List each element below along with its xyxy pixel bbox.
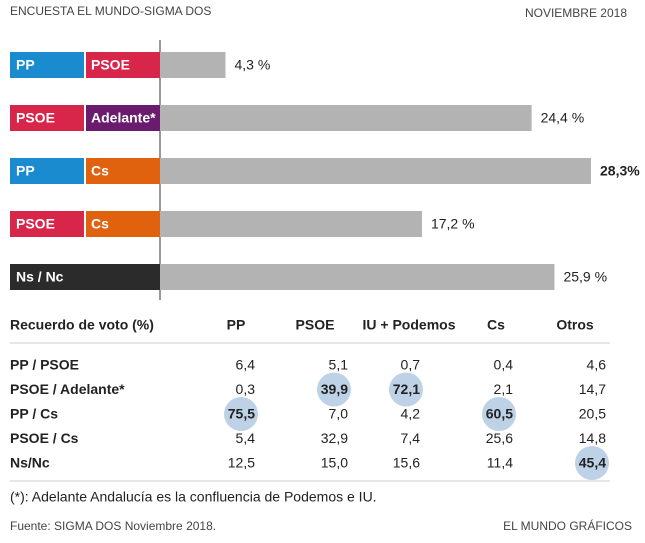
column-header: Recuerdo de voto (%) — [10, 317, 154, 333]
highlight-circle — [389, 372, 423, 407]
category-label: Ns / Nc — [16, 269, 64, 285]
row-label: PSOE / Adelante* — [10, 381, 125, 397]
category-box — [86, 52, 160, 78]
date: NOVIEMBRE 2018 — [525, 6, 627, 20]
category-box — [10, 264, 160, 290]
cell: 20,5 — [579, 406, 606, 422]
highlight-circle — [317, 372, 351, 407]
category-box — [86, 211, 160, 237]
bar — [160, 105, 532, 131]
cell: 0,7 — [401, 357, 421, 373]
category-label: PSOE — [16, 110, 55, 126]
bar — [160, 211, 422, 237]
cell: 32,9 — [321, 430, 348, 446]
column-header: Cs — [487, 317, 505, 333]
source: Fuente: SIGMA DOS Noviembre 2018. — [10, 519, 216, 533]
category-box — [86, 158, 160, 184]
cell: 25,6 — [486, 430, 513, 446]
cell: 39,9 — [321, 381, 348, 397]
cell: 4,6 — [587, 357, 607, 373]
column-header: PSOE — [296, 317, 335, 333]
bar — [160, 264, 555, 290]
credit: EL MUNDO GRÁFICOS — [503, 518, 632, 533]
category-box — [10, 211, 84, 237]
cell: 60,5 — [486, 406, 513, 422]
category-box — [10, 105, 84, 131]
value-label: 4,3 % — [234, 57, 270, 73]
row-label: PP / PSOE — [10, 357, 79, 373]
cell: 7,0 — [329, 406, 349, 422]
cell: 12,5 — [228, 455, 255, 471]
cell: 14,8 — [579, 430, 606, 446]
highlight-circle — [224, 397, 258, 431]
cell: 0,4 — [494, 357, 514, 373]
category-label: Cs — [91, 163, 109, 179]
cell: 45,4 — [579, 455, 606, 471]
cell: 7,4 — [401, 430, 421, 446]
highlight-circle — [482, 397, 516, 431]
row-label: Ns/Nc — [10, 455, 50, 471]
column-header: IU + Podemos — [363, 317, 456, 333]
category-label: PSOE — [91, 57, 130, 73]
highlight-circle — [575, 446, 609, 480]
column-header: PP — [227, 317, 246, 333]
cell: 4,2 — [401, 406, 421, 422]
category-label: Cs — [91, 216, 109, 232]
cell: 14,7 — [579, 381, 606, 397]
cell: 5,1 — [329, 357, 349, 373]
cell: 75,5 — [228, 406, 255, 422]
category-label: PSOE — [16, 216, 55, 232]
cell: 2,1 — [494, 381, 514, 397]
row-label: PSOE / Cs — [10, 430, 79, 446]
value-label: 28,3% — [600, 163, 640, 179]
row-label: PP / Cs — [10, 406, 58, 422]
value-label: 17,2 % — [431, 216, 475, 232]
cell: 15,6 — [393, 455, 420, 471]
cell: 5,4 — [236, 430, 256, 446]
bar — [160, 52, 226, 78]
category-label: Adelante* — [91, 110, 156, 126]
category-box — [10, 158, 84, 184]
cell: 11,4 — [487, 455, 513, 471]
cell: 72,1 — [393, 381, 420, 397]
footnote: (*): Adelante Andalucía es la confluenci… — [10, 489, 377, 505]
value-label: 25,9 % — [563, 269, 607, 285]
value-label: 24,4 % — [541, 110, 585, 126]
category-box — [86, 105, 160, 131]
title: ENCUESTA EL MUNDO-SIGMA DOS — [10, 4, 211, 18]
cell: 15,0 — [321, 455, 348, 471]
cell: 0,3 — [236, 381, 256, 397]
cell: 6,4 — [236, 357, 256, 373]
category-label: PP — [16, 163, 35, 179]
column-header: Otros — [556, 317, 594, 333]
category-label: PP — [16, 57, 35, 73]
bar — [160, 158, 591, 184]
category-box — [10, 52, 84, 78]
